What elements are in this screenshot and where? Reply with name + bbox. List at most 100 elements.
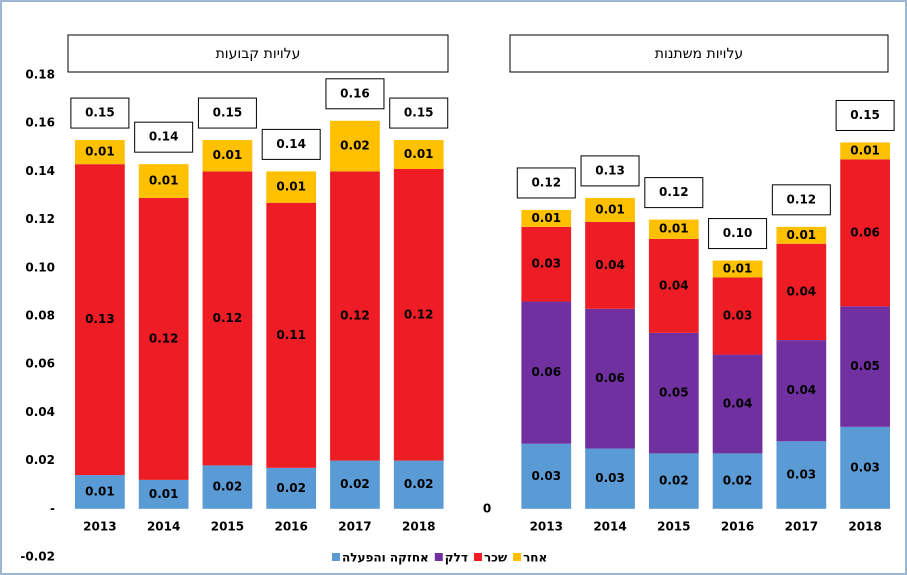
y-tick-label: 0.18 [25,68,55,82]
total-box [516,167,576,199]
data-label: 0.02 [276,481,306,495]
total-label: 0.14 [276,137,306,151]
data-label: 0.05 [850,359,880,373]
bar-segment [202,140,253,172]
data-label: 0.04 [723,396,753,410]
data-label: 0.01 [404,147,434,161]
bar-segment [266,467,317,509]
data-label: 0.12 [213,311,243,325]
data-label: 0.13 [85,312,115,326]
legend-label: אחזקה והפעלה [342,551,429,565]
data-label: 0.03 [787,468,817,482]
data-label: 0.01 [531,211,561,225]
data-label: 0.03 [595,471,625,485]
bar-segment [648,332,699,454]
data-label: 0.02 [723,474,753,488]
total-label: 0.15 [404,106,434,120]
total-label: 0.16 [340,86,370,100]
data-label: 0.01 [85,484,115,498]
total-label: 0.12 [659,185,689,199]
y-tick-label: 0.10 [25,260,55,274]
legend-label: אחר [523,551,547,565]
y-tick-label: 0.08 [25,309,55,323]
bar-segment [840,159,890,307]
y-tick-label: -0.02 [20,550,55,564]
data-label: 0.01 [149,487,179,501]
bar-segment [138,164,189,198]
total-box [708,218,768,250]
bar-segment [648,453,699,509]
bar-segment [521,209,572,227]
total-box [835,99,895,131]
legend-swatch [513,553,522,561]
bar-segment [393,140,444,169]
bar-segment [330,120,380,172]
bar-segment [521,226,572,302]
data-label: 0.02 [659,474,689,488]
bar-segment [138,197,189,480]
data-label: 0.02 [340,139,370,153]
bar-segment [393,460,444,509]
total-box [70,97,130,129]
data-label: 0.01 [85,145,115,159]
data-label: 0.01 [276,180,306,194]
bar-segment [75,475,125,509]
total-box [261,128,321,160]
total-box [580,155,640,187]
total-box [771,184,831,216]
data-label: 0.01 [659,222,689,236]
bar-segment [712,260,763,278]
y-tick-label: 0.02 [25,453,55,467]
data-label: 0.04 [787,383,817,397]
data-label: 0.02 [213,480,243,494]
bar-segment [648,219,699,239]
total-label: 0.15 [850,108,880,122]
bar-segment [776,243,827,341]
x-tick-label: 2018 [848,520,881,534]
data-label: 0.01 [787,228,817,242]
bar-segment [330,460,380,509]
bar-segment [202,171,253,466]
data-label: 0.06 [595,371,625,385]
data-label: 0.01 [850,143,880,157]
data-label: 0.02 [404,477,434,491]
x-tick-label: 2015 [211,520,244,534]
bar-segment [585,308,635,449]
y-tick-label: 0.06 [25,357,55,371]
bar-segment [648,238,699,333]
total-label: 0.14 [149,130,179,144]
bar-segment [776,340,827,442]
bar-segment [393,168,444,461]
total-label: 0.10 [723,226,753,240]
data-label: 0.04 [787,284,817,298]
y-tick-label: - [50,501,55,515]
legend-swatch [473,553,482,561]
x-tick-label: 2016 [721,520,754,534]
data-label: 0.02 [340,477,370,491]
total-box [389,97,449,129]
data-label: 0.06 [531,365,561,379]
x-tick-label: 2014 [593,520,626,534]
group-title: עלויות משתנות [655,46,743,62]
y-tick-label: 0.14 [25,164,55,178]
y-tick-label: 0.04 [25,405,55,419]
bar-segment [840,142,890,160]
bar-segment [840,306,890,427]
total-box [197,97,257,129]
bar-segment [776,441,827,509]
bar-segment [266,171,317,203]
group-title: עלויות קבועות [216,46,301,62]
x-tick-label: 2014 [147,520,180,534]
y-tick-label: 0.16 [25,116,55,130]
data-label: 0.01 [723,262,753,276]
total-label: 0.15 [85,106,115,120]
total-label: 0.12 [787,192,817,206]
bar-segment [138,479,189,509]
data-label: 0.12 [149,331,179,345]
group-title-box [509,34,889,73]
total-box [644,177,704,209]
total-box [325,78,385,110]
total-label: 0.15 [213,106,243,120]
